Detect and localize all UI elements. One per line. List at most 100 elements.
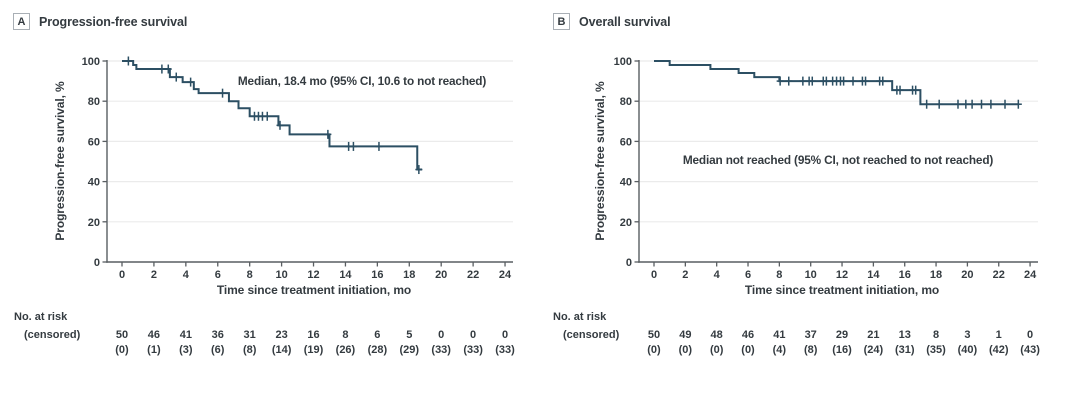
risk-table-censored-header-a: (censored) [24, 329, 81, 341]
x-tick-label: 12 [307, 269, 319, 281]
x-tick-label: 20 [435, 269, 447, 281]
y-tick-label: 20 [88, 217, 100, 229]
risk-table-header-a: No. at risk [14, 311, 68, 323]
risk-count: 0 [501, 329, 509, 341]
risk-count: 41 [773, 329, 786, 341]
x-tick-label: 10 [805, 269, 817, 281]
x-tick-label: 8 [776, 269, 782, 281]
censored-count: (35) [926, 344, 946, 356]
x-axis-label-a: Time since treatment initiation, mo [216, 283, 412, 297]
censored-count: (1) [147, 344, 161, 356]
y-tick-label: 60 [88, 136, 100, 148]
km-curve [654, 60, 1020, 106]
censored-count: (40) [957, 344, 978, 356]
panel-a-title: Progression-free survival [39, 14, 188, 29]
y-tick-label: 100 [614, 56, 632, 68]
panel-b-header: B Overall survival [553, 13, 671, 30]
censored-count: (26) [335, 344, 356, 356]
risk-count: 16 [307, 329, 320, 341]
censored-count: (24) [863, 344, 884, 356]
y-tick-label: 20 [620, 217, 632, 229]
risk-count: 0 [1027, 329, 1034, 341]
risk-count: 0 [438, 329, 445, 341]
y-tick-label: 40 [620, 177, 632, 189]
censored-count: (3) [179, 344, 193, 356]
y-tick-label: 100 [82, 56, 100, 68]
median-annotation-a: Median, 18.4 mo (95% CI, 10.6 to not rea… [237, 74, 487, 88]
panel-b-title: Overall survival [579, 14, 671, 29]
censored-count: (0) [678, 344, 693, 356]
y-tick-label: 0 [626, 257, 632, 269]
risk-count: 48 [710, 329, 723, 341]
y-tick-label: 80 [88, 96, 100, 108]
risk-count: 41 [179, 329, 192, 341]
x-tick-label: 2 [682, 269, 688, 281]
censored-count: (4) [772, 344, 787, 356]
x-tick-label: 14 [867, 269, 880, 281]
y-axis-label-b: Progression-free survival, % [593, 81, 607, 241]
censored-count: (0) [709, 344, 724, 356]
risk-count: 6 [374, 329, 381, 341]
x-tick-label: 0 [651, 269, 657, 281]
x-tick-label: 4 [183, 269, 190, 281]
x-tick-label: 10 [275, 269, 287, 281]
risk-count: 50 [115, 329, 129, 341]
censored-count: (0) [647, 344, 661, 356]
censored-count: (6) [211, 344, 225, 356]
risk-count: 21 [867, 329, 880, 341]
y-tick-label: 40 [88, 177, 100, 189]
y-tick-label: 60 [620, 136, 632, 148]
panel-a-header: A Progression-free survival [13, 13, 187, 30]
risk-count: 1 [995, 329, 1002, 341]
risk-count: 31 [243, 329, 256, 341]
risk-count: 8 [932, 329, 940, 341]
x-tick-label: 6 [745, 269, 751, 281]
censored-count: (31) [894, 344, 915, 356]
x-tick-label: 14 [339, 269, 352, 281]
y-tick-label: 80 [620, 96, 632, 108]
risk-count: 36 [211, 329, 224, 341]
risk-count: 0 [470, 329, 477, 341]
risk-count: 50 [647, 329, 661, 341]
x-tick-label: 18 [930, 269, 942, 281]
x-tick-label: 12 [836, 269, 848, 281]
censored-count: (16) [832, 344, 852, 356]
censored-count: (33) [495, 344, 515, 356]
km-curve [122, 60, 423, 171]
censored-count: (29) [399, 344, 420, 356]
risk-count: 5 [406, 329, 413, 341]
censored-count: (28) [367, 344, 388, 356]
x-tick-label: 18 [403, 269, 415, 281]
censored-count: (43) [1020, 344, 1040, 356]
x-tick-label: 4 [714, 269, 721, 281]
x-tick-label: 2 [151, 269, 157, 281]
x-tick-label: 24 [1024, 269, 1037, 281]
x-tick-label: 24 [499, 269, 512, 281]
risk-table-header-b: No. at risk [553, 311, 607, 323]
panel-progression-free-survival: 0 2 4 6 8 10 12 14 16 18 20 22 24 0 20 40 60 80 100 A Prog… [13, 13, 515, 356]
y-tick-label: 0 [94, 257, 100, 269]
x-tick-label: 8 [247, 269, 253, 281]
censored-count: (33) [431, 344, 451, 356]
x-tick-label: 0 [119, 269, 125, 281]
censored-count: (19) [303, 344, 324, 356]
x-tick-label: 16 [899, 269, 911, 281]
censored-count: (0) [115, 344, 129, 356]
y-axis-label-a: Progression-free survival, % [53, 81, 67, 241]
risk-count: 29 [835, 329, 849, 341]
censored-count: (0) [741, 344, 755, 356]
censored-count: (33) [463, 344, 483, 356]
panel-a-letter-badge: A [13, 13, 30, 30]
risk-count: 3 [964, 329, 971, 341]
censored-count: (8) [803, 344, 818, 356]
risk-count: 23 [275, 329, 288, 341]
risk-count: 46 [741, 329, 755, 341]
risk-count: 8 [342, 329, 349, 341]
panel-b-letter-badge: B [553, 13, 570, 30]
risk-count: 13 [898, 329, 911, 341]
x-tick-label: 20 [961, 269, 973, 281]
x-tick-label: 6 [215, 269, 221, 281]
